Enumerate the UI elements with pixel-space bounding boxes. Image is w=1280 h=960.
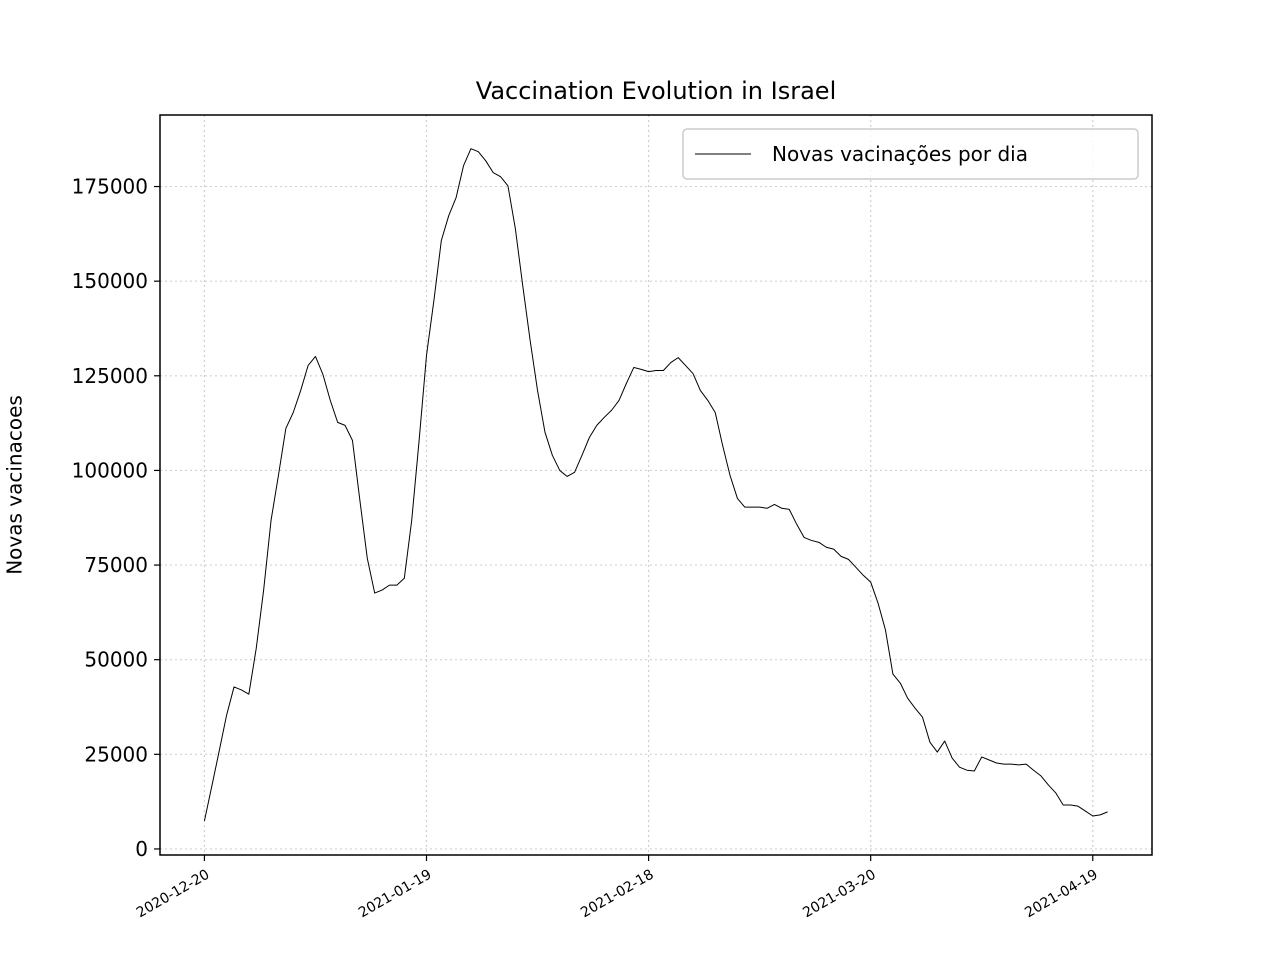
y-tick-label: 175000 xyxy=(72,175,148,199)
x-tick-label: 2021-03-20 xyxy=(800,867,878,922)
y-tick-label: 100000 xyxy=(72,458,148,482)
plot-frame xyxy=(159,114,1153,856)
y-axis-label: Novas vacinacoes xyxy=(3,395,27,575)
x-tick-label: 2021-02-18 xyxy=(578,867,656,922)
y-tick-label: 150000 xyxy=(72,269,148,293)
y-tick-label: 25000 xyxy=(84,742,148,766)
legend-box xyxy=(682,128,1139,180)
y-tick-label: 0 xyxy=(135,837,148,861)
y-tick-label: 50000 xyxy=(84,648,148,672)
x-tick-label: 2020-12-20 xyxy=(134,867,212,922)
chart-title: Vaccination Evolution in Israel xyxy=(476,77,836,105)
x-tick-label: 2021-04-19 xyxy=(1022,867,1100,922)
legend-label: Novas vacinações por dia xyxy=(772,142,1028,166)
x-axis-label: Data xyxy=(627,958,684,960)
data-line xyxy=(203,148,1108,822)
x-tick-label: 2021-01-19 xyxy=(356,867,434,922)
y-tick-label: 75000 xyxy=(84,553,148,577)
y-tick-label: 125000 xyxy=(72,364,148,388)
